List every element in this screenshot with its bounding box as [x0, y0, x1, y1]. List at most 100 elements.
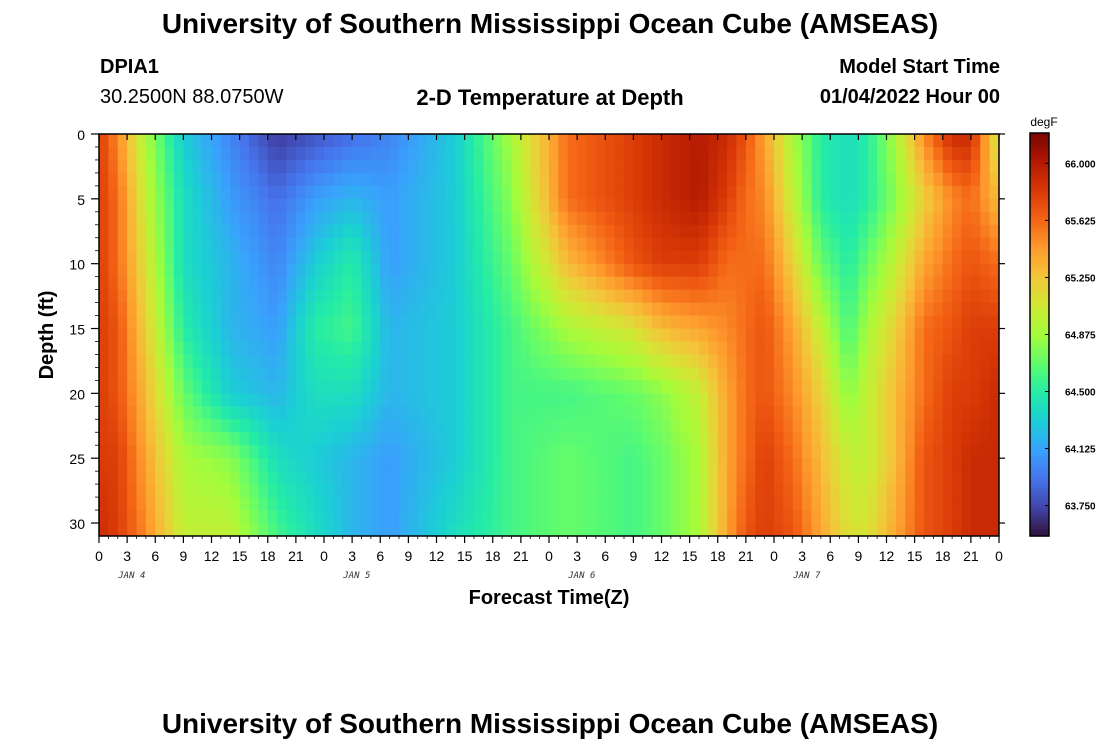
heatmap-cell: [464, 237, 475, 252]
heatmap-cell: [155, 458, 166, 472]
heatmap-cell: [520, 380, 531, 394]
heatmap-cell: [858, 224, 869, 239]
heatmap-cell: [202, 497, 213, 511]
heatmap-cell: [399, 328, 409, 343]
heatmap-cell: [905, 185, 916, 200]
heatmap-cell: [970, 471, 981, 485]
heatmap-cell: [755, 198, 766, 213]
heatmap-cell: [155, 211, 166, 226]
heatmap-cell: [764, 159, 775, 174]
heatmap-cell: [295, 419, 306, 433]
heatmap-cell: [520, 406, 531, 420]
heatmap-cell: [286, 328, 297, 343]
heatmap-cell: [914, 302, 925, 317]
heatmap-cell: [858, 250, 869, 265]
heatmap-cell: [324, 367, 334, 381]
heatmap-cell: [211, 289, 222, 304]
heatmap-cell: [511, 380, 522, 394]
heatmap-cell: [745, 484, 756, 498]
heatmap-cell: [830, 328, 841, 343]
heatmap-cell: [858, 159, 869, 174]
heatmap-cell: [502, 367, 513, 381]
heatmap-cell: [399, 367, 409, 381]
heatmap-cell: [699, 523, 709, 536]
heatmap-cell: [155, 302, 166, 317]
heatmap-cell: [127, 471, 138, 485]
heatmap-cell: [689, 471, 700, 485]
heatmap-cell: [670, 406, 681, 420]
heatmap-cell: [567, 458, 578, 472]
heatmap-cell: [539, 432, 550, 446]
heatmap-cell: [802, 406, 813, 420]
heatmap-cell: [755, 263, 766, 278]
heatmap-cell: [108, 263, 119, 278]
heatmap-cell: [586, 172, 597, 187]
heatmap-cell: [689, 134, 700, 148]
heatmap-cell: [942, 263, 953, 278]
heatmap-cell: [99, 458, 109, 472]
heatmap-cell: [333, 354, 344, 369]
heatmap-cell: [502, 198, 513, 213]
heatmap-cell: [783, 263, 794, 278]
heatmap-cell: [455, 159, 466, 174]
heatmap-cell: [952, 367, 963, 381]
heatmap-cell: [295, 367, 306, 381]
heatmap-cell: [849, 172, 859, 187]
heatmap-cell: [595, 263, 606, 278]
heatmap-cell: [520, 393, 531, 407]
heatmap-cell: [502, 134, 513, 148]
heatmap-cell: [652, 380, 663, 394]
heatmap-cell: [783, 393, 794, 407]
heatmap-cell: [99, 134, 109, 148]
colorbar-band: [1030, 267, 1049, 272]
heatmap-cell: [764, 367, 775, 381]
heatmap-cell: [652, 224, 663, 239]
heatmap-cell: [727, 159, 738, 174]
heatmap-cell: [239, 393, 250, 407]
heatmap-cell: [989, 315, 999, 330]
x-tick-label: 9: [854, 548, 862, 564]
heatmap-cell: [539, 263, 550, 278]
heatmap-cell: [708, 484, 719, 498]
heatmap-cell: [802, 198, 813, 213]
heatmap-cell: [192, 198, 203, 213]
heatmap-cell: [117, 276, 128, 291]
heatmap-cell: [961, 146, 972, 161]
colorbar-band: [1030, 351, 1049, 356]
heatmap-cell: [774, 146, 784, 161]
heatmap-cell: [942, 484, 953, 498]
heatmap-cell: [989, 172, 999, 187]
heatmap-cell: [117, 445, 128, 459]
colorbar-band: [1030, 428, 1049, 433]
heatmap-cell: [483, 302, 494, 317]
heatmap-cell: [267, 224, 278, 239]
heatmap-cell: [417, 172, 428, 187]
heatmap-cell: [924, 523, 934, 536]
heatmap-cell: [464, 497, 475, 511]
heatmap-cell: [858, 211, 869, 226]
heatmap-cell: [727, 406, 738, 420]
heatmap-cell: [895, 458, 906, 472]
heatmap-cell: [792, 237, 803, 252]
heatmap-cell: [352, 484, 363, 498]
heatmap-cell: [492, 263, 503, 278]
heatmap-cell: [361, 237, 372, 252]
heatmap-cell: [652, 302, 663, 317]
heatmap-cell: [989, 354, 999, 369]
heatmap-cell: [145, 315, 156, 330]
heatmap-cell: [342, 432, 353, 446]
heatmap-cell: [867, 146, 878, 161]
heatmap-cell: [145, 367, 156, 381]
heatmap-cell: [820, 484, 831, 498]
heatmap-cell: [408, 354, 419, 369]
colorbar-band: [1030, 512, 1049, 517]
colorbar-band: [1030, 220, 1049, 225]
heatmap-cell: [399, 354, 409, 369]
heatmap-cell: [558, 224, 569, 239]
heatmap-cell: [849, 432, 859, 446]
heatmap-cell: [99, 289, 109, 304]
heatmap-cell: [108, 523, 119, 536]
heatmap-cell: [586, 484, 597, 498]
heatmap-cell: [764, 172, 775, 187]
heatmap-cell: [230, 198, 241, 213]
